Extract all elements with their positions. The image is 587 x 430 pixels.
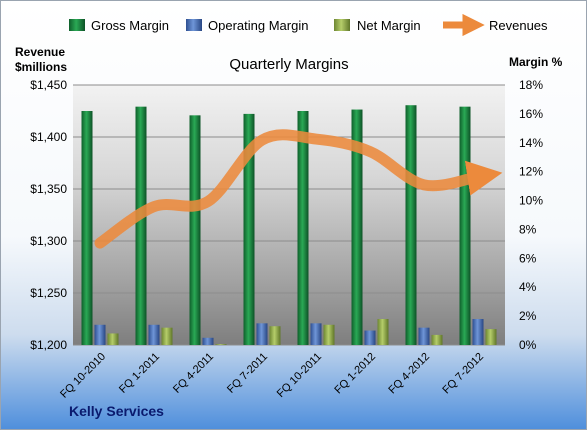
x-tick-label: FQ 4-2011 (171, 351, 216, 396)
legend-swatch-net-margin (334, 19, 350, 31)
legend-label-gross-margin: Gross Margin (91, 18, 169, 33)
right-tick-label: 2% (519, 309, 537, 323)
bar-gross-margin (351, 109, 363, 345)
x-tick-label: FQ 10-2011 (275, 351, 324, 400)
bar-gross-margin (189, 115, 201, 345)
bar-gross-margin (135, 106, 147, 346)
left-tick-label: $1,200 (30, 338, 67, 352)
right-tick-label: 14% (519, 136, 543, 150)
bar-gross-margin (459, 106, 471, 346)
bar-net-margin (161, 327, 173, 345)
revenue-line (94, 129, 503, 249)
chart-title: Quarterly Margins (229, 56, 348, 73)
bar-operating-margin (364, 330, 376, 345)
right-tick-label: 6% (519, 251, 537, 265)
right-tick-label: 12% (519, 165, 543, 179)
right-tick-label: 18% (519, 78, 543, 92)
bars (81, 105, 497, 346)
legend-label-operating-margin: Operating Margin (208, 18, 308, 33)
x-tick-label: FQ 1-2011 (117, 351, 162, 396)
bar-gross-margin (81, 111, 93, 345)
bar-gross-margin (297, 111, 309, 345)
legend-label-net-margin: Net Margin (357, 18, 421, 33)
left-tick-label: $1,350 (30, 182, 67, 196)
left-tick-label: $1,300 (30, 234, 67, 248)
bar-net-margin (107, 333, 119, 345)
company-name: Kelly Services (69, 403, 164, 419)
left-tick-label: $1,400 (30, 130, 67, 144)
bar-operating-margin (418, 327, 430, 345)
left-tick-label: $1,250 (30, 286, 67, 300)
bar-net-margin (215, 344, 227, 345)
right-axis: 0% 2% 4% 6% 8% 10% 12% 14% 16% 18% (519, 78, 543, 352)
legend-swatch-gross-margin (69, 19, 85, 31)
right-tick-label: 0% (519, 338, 537, 352)
right-tick-label: 10% (519, 194, 543, 208)
bar-operating-margin (148, 324, 160, 345)
x-tick-label: FQ 4-2012 (386, 351, 432, 397)
x-tick-label: FQ 10-2010 (58, 351, 108, 401)
bar-operating-margin (256, 323, 268, 345)
left-axis-title-line1: Revenue (15, 45, 65, 59)
bar-net-margin (377, 319, 389, 345)
left-axis: $1,200 $1,250 $1,300 $1,350 $1,400 $1,450 (30, 78, 67, 352)
right-tick-label: 4% (519, 280, 537, 294)
bar-net-margin (323, 324, 335, 345)
revenues-line (94, 129, 503, 249)
right-axis-title: Margin % (509, 55, 563, 69)
bar-operating-margin (310, 323, 322, 345)
left-tick-label: $1,450 (30, 78, 67, 92)
legend-label-revenues: Revenues (489, 18, 548, 33)
right-tick-label: 8% (519, 222, 537, 236)
bar-operating-margin (472, 319, 484, 345)
bar-operating-margin (202, 337, 214, 345)
bar-gross-margin (405, 105, 417, 345)
legend-swatch-operating-margin (186, 19, 202, 31)
left-axis-title-line2: $millions (15, 60, 67, 74)
bar-net-margin (485, 329, 497, 345)
bar-net-margin (431, 334, 443, 345)
x-tick-label: FQ 7-2012 (440, 351, 486, 397)
bar-net-margin (269, 326, 281, 345)
x-tick-label: FQ 1-2012 (332, 351, 378, 397)
legend: Gross Margin Operating Margin Net Margin… (69, 13, 548, 37)
bar-operating-margin (94, 324, 106, 345)
x-tick-label: FQ 7-2011 (225, 351, 270, 396)
bar-gross-margin (243, 113, 255, 345)
x-axis: FQ 10-2010 FQ 1-2011 FQ 4-2011 FQ 7-2011 FQ … (58, 351, 486, 401)
right-tick-label: 16% (519, 107, 543, 121)
